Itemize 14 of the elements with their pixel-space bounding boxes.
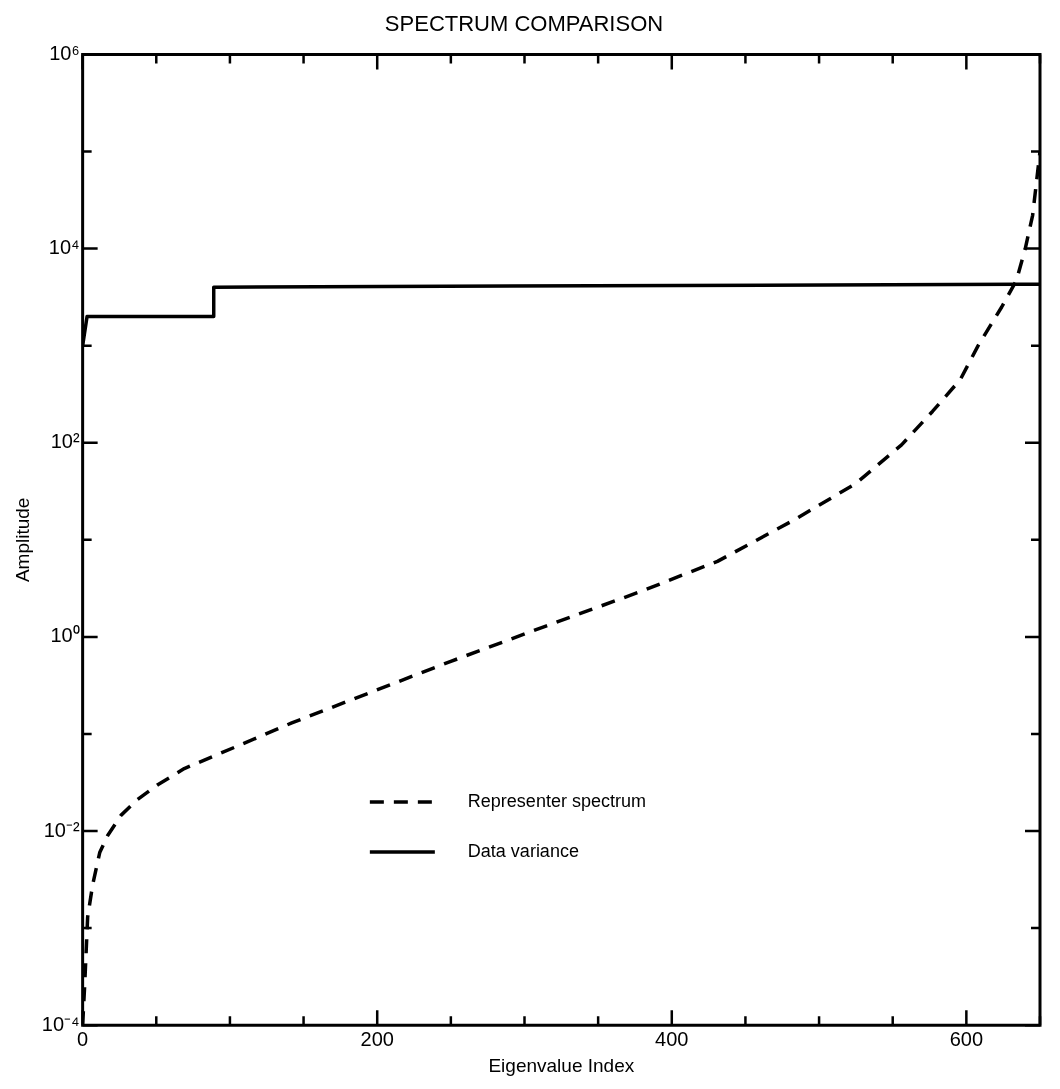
x-tick-label: 400 — [655, 1027, 689, 1050]
y-tick-label: 10⁶ — [49, 41, 80, 64]
x-tick-label: 600 — [949, 1027, 984, 1050]
y-tick-label: 10² — [50, 430, 80, 453]
y-tick-label: 10⁻² — [43, 818, 80, 841]
chart-title: SPECTRUM COMPARISON — [384, 11, 664, 37]
y-tick-label: 10⁰ — [50, 624, 80, 647]
y-axis-title: Amplitude — [11, 497, 33, 583]
x-tick-label: 200 — [360, 1027, 394, 1050]
x-axis-title: Eigenvalue Index — [488, 1054, 635, 1076]
legend-label: Data variance — [467, 840, 579, 861]
x-tick-label: 0 — [77, 1027, 89, 1050]
y-tick-label: 10⁴ — [48, 236, 80, 259]
legend-label: Representer spectrum — [467, 790, 646, 811]
